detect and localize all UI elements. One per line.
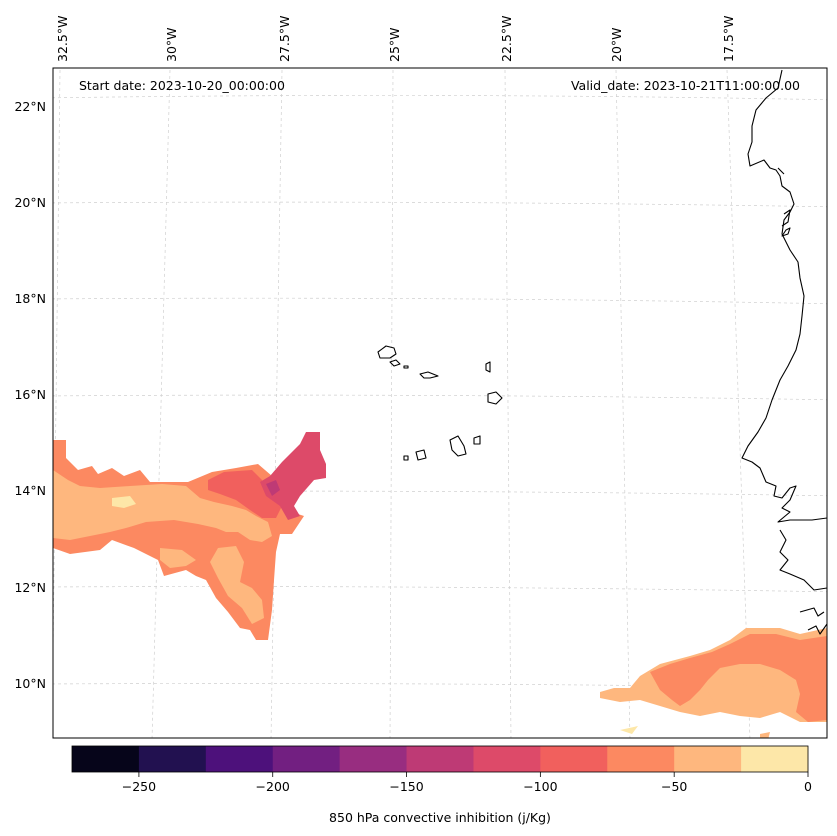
colorbar-swatch bbox=[339, 746, 408, 772]
western-cin-region bbox=[53, 432, 326, 640]
colorbar-swatch bbox=[473, 746, 541, 772]
lon-label-17-5w: 17.5°W bbox=[721, 16, 736, 62]
lat-label-10n: 10°N bbox=[14, 676, 46, 691]
colorbar-swatch bbox=[205, 746, 274, 772]
cin-fill-se-small-2 bbox=[760, 732, 770, 738]
cin-fill-se-light-inner bbox=[708, 684, 796, 716]
colorbar-swatch bbox=[138, 746, 207, 772]
cape-verde-islands bbox=[377, 345, 503, 461]
southeastern-cin-region bbox=[600, 628, 827, 738]
lat-label-18n: 18°N bbox=[14, 291, 46, 306]
lon-label-25w: 25°W bbox=[387, 27, 402, 62]
valid-date-label: Valid_date: 2023-10-21T11:00:00.00 bbox=[571, 78, 800, 93]
island-boa-vista bbox=[487, 391, 503, 405]
cin-fill-western-orange bbox=[53, 440, 304, 640]
latitude-labels: 22°N 20°N 18°N 16°N 14°N 12°N 10°N bbox=[14, 99, 46, 691]
island-maio bbox=[473, 435, 481, 445]
colorbar-ticks: −250 −200 −150 −100 −50 0 bbox=[122, 772, 812, 794]
island-santa-luzia bbox=[403, 365, 409, 369]
longitude-labels: 32.5°W 30°W 27.5°W 25°W 22.5°W 20°W 17.5… bbox=[55, 16, 736, 62]
cin-fill-se-small bbox=[620, 726, 638, 734]
lat-label-12n: 12°N bbox=[14, 580, 46, 595]
cin-fill-western-light-3 bbox=[160, 548, 196, 568]
island-santo-antao bbox=[377, 345, 397, 359]
colorbar-tick-label: −200 bbox=[256, 779, 290, 794]
start-date-label: Start date: 2023-10-20_00:00:00 bbox=[79, 78, 285, 93]
canary-fragment bbox=[777, 167, 791, 237]
lat-label-22n: 22°N bbox=[14, 99, 46, 114]
colorbar-swatch bbox=[72, 746, 140, 772]
colorbar-tick-label: −50 bbox=[661, 779, 687, 794]
island-sao-nicolau bbox=[419, 371, 439, 379]
cin-fill-western-pale bbox=[112, 496, 136, 508]
lon-label-20w: 20°W bbox=[609, 27, 624, 62]
cin-fill-western-light bbox=[53, 470, 272, 542]
colorbar-swatch bbox=[607, 746, 675, 772]
cin-fill-western-purple bbox=[266, 480, 280, 496]
island-fogo bbox=[415, 449, 427, 461]
african-coastline bbox=[741, 69, 827, 523]
colorbar-swatch bbox=[741, 746, 809, 772]
island-sao-vicente bbox=[389, 359, 401, 367]
lon-label-27-5w: 27.5°W bbox=[277, 16, 292, 62]
lat-label-20n: 20°N bbox=[14, 195, 46, 210]
lat-label-14n: 14°N bbox=[14, 483, 46, 498]
island-sal bbox=[485, 361, 491, 373]
colorbar-frame bbox=[71, 745, 809, 773]
map-area bbox=[53, 69, 827, 738]
lon-label-32-5w: 32.5°W bbox=[55, 16, 70, 62]
lon-label-22-5w: 22.5°W bbox=[499, 16, 514, 62]
colorbar-tick-label: 0 bbox=[804, 779, 812, 794]
colorbar-tick-label: −150 bbox=[389, 779, 423, 794]
colorbar-swatch bbox=[272, 746, 341, 772]
colorbar-swatch bbox=[674, 746, 742, 772]
colorbar: −250 −200 −150 −100 −50 0 850 hPa convective … bbox=[71, 745, 812, 825]
lat-label-16n: 16°N bbox=[14, 387, 46, 402]
cin-fill-western-magenta bbox=[260, 432, 326, 520]
colorbar-swatches bbox=[72, 746, 809, 772]
colorbar-tick-label: −100 bbox=[523, 779, 557, 794]
graticule bbox=[53, 69, 827, 738]
cin-fill-se-orange bbox=[650, 634, 827, 722]
map-frame bbox=[52, 67, 828, 739]
colorbar-label: 850 hPa convective inhibition (j/Kg) bbox=[329, 810, 551, 825]
lon-label-30w: 30°W bbox=[164, 27, 179, 62]
island-brava bbox=[403, 455, 409, 461]
colorbar-tick-label: −250 bbox=[122, 779, 156, 794]
colorbar-swatch bbox=[540, 746, 608, 772]
cin-fill-western-red bbox=[208, 470, 282, 518]
african-coastline-south bbox=[779, 529, 827, 635]
colorbar-swatch bbox=[406, 746, 474, 772]
cin-fill-western-light-2 bbox=[210, 546, 264, 624]
island-santiago bbox=[449, 435, 467, 457]
